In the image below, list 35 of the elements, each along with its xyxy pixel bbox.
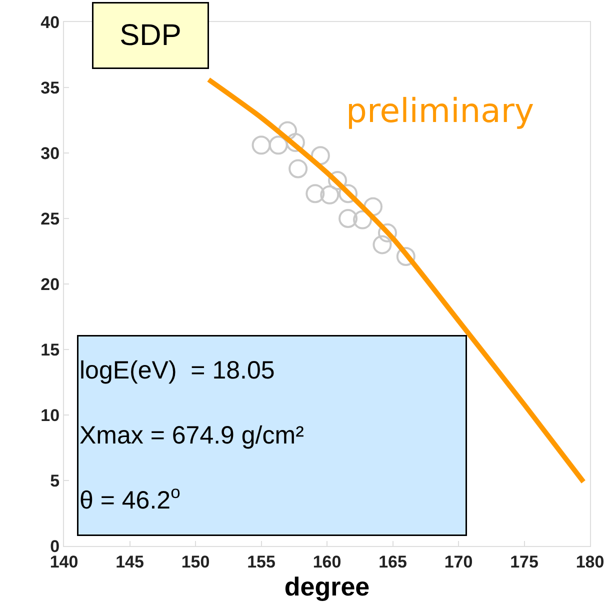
annotation: logE(eV) = 18.05 xyxy=(80,356,275,384)
x-tick-label: 150 xyxy=(181,552,210,572)
x-tick-label: 165 xyxy=(378,552,407,572)
annotation: preliminary xyxy=(346,91,534,130)
x-tick-label: 160 xyxy=(312,552,342,572)
y-tick-label: 35 xyxy=(40,78,60,98)
point xyxy=(286,133,305,152)
point xyxy=(378,223,397,242)
point xyxy=(338,184,358,204)
x-tick-label: 145 xyxy=(116,552,144,572)
y-tick-label: 5 xyxy=(50,471,60,490)
x-tick-label: 170 xyxy=(444,552,473,572)
point xyxy=(252,136,271,155)
point xyxy=(338,209,358,228)
annotation: SDP xyxy=(120,19,182,52)
y-tick-label: 25 xyxy=(40,209,60,228)
y-tick-label: 40 xyxy=(40,12,60,32)
y-tick-label: 10 xyxy=(40,406,60,425)
x-tick-label: 175 xyxy=(510,552,538,572)
point xyxy=(396,246,416,266)
point xyxy=(306,184,325,204)
annotation: Xmax = 674.9 g/cm² xyxy=(80,422,304,450)
annotation: θ = 46.2$^{o}$ xyxy=(80,482,180,514)
x-tick-label: 180 xyxy=(576,552,604,572)
point xyxy=(268,136,288,155)
y-tick-label: 15 xyxy=(40,340,60,360)
point xyxy=(288,159,308,178)
y-tick-label: 20 xyxy=(40,274,60,294)
point xyxy=(278,121,298,140)
point xyxy=(320,185,340,204)
x-tick-label: 155 xyxy=(247,552,276,572)
point xyxy=(328,171,348,190)
y-tick-label: 30 xyxy=(40,144,60,163)
x-axis-title: degree xyxy=(284,571,370,602)
point xyxy=(372,235,392,254)
